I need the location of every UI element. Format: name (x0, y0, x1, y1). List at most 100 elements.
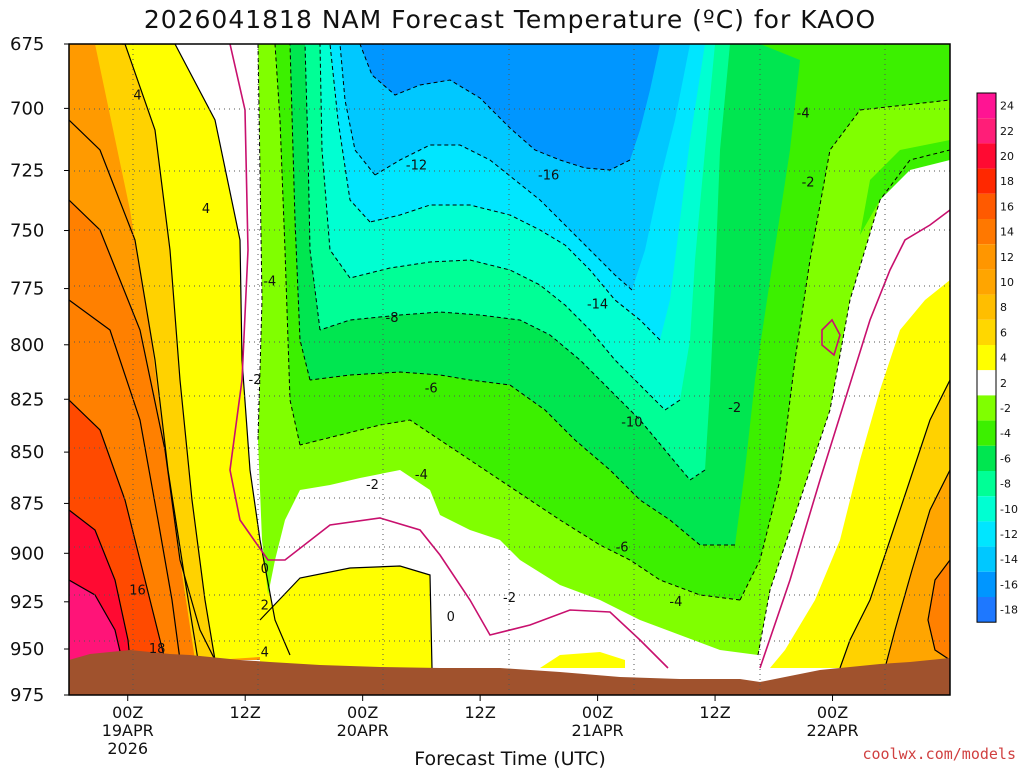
x-tick-label: 12Z (464, 703, 495, 722)
colorbar-label: 2 (1000, 377, 1007, 390)
colorbar-swatch (977, 597, 996, 623)
contour-label: 4 (261, 646, 269, 661)
colorbar-swatch (977, 319, 996, 345)
contour-labels: 4 4 -12 -16 -4 -8 -14 -2 -6 -10 -2 -4 -2 -2 -4 0 -6 2 -2 0 -… (129, 89, 814, 661)
colorbar-label: 22 (1000, 125, 1014, 138)
plot-frame (68, 43, 951, 696)
y-tick-label: 775 (10, 279, 44, 300)
credit-text: coolwx.com/models (862, 745, 1016, 763)
colorbar-label: -14 (1000, 553, 1018, 566)
colorbar-swatch (977, 521, 996, 547)
colorbar-label: -2 (1000, 402, 1011, 415)
colorbar-label: 8 (1000, 301, 1007, 314)
y-tick-label: 675 (10, 34, 44, 55)
colorbar-label: -10 (1000, 503, 1018, 516)
x-tick-label: 19APR (102, 721, 154, 740)
chart-title: 2026041818 NAM Forecast Temperature (ºC)… (144, 5, 876, 34)
contour-label: -14 (587, 297, 608, 312)
contour-label: -2 (249, 373, 262, 388)
colorbar-swatch (977, 395, 996, 421)
contour-label: 2 (261, 599, 269, 614)
y-tick-label: 900 (10, 543, 44, 564)
y-axis: 675 700 725 750 775 800 825 850 875 900 925 950 975 (10, 34, 69, 706)
colorbar-label: 6 (1000, 326, 1007, 339)
contour-label: 4 (133, 89, 141, 104)
y-tick-label: 875 (10, 493, 44, 514)
colorbar-label: 4 (1000, 352, 1007, 365)
colorbar-swatch (977, 445, 996, 471)
x-tick-label: 2026 (107, 739, 148, 758)
band-warm-24c (69, 580, 122, 660)
contour-label: -4 (797, 106, 810, 121)
grid-lines (69, 44, 950, 695)
colorbar-swatch (977, 471, 996, 497)
contour-label: -2 (366, 478, 379, 493)
colorbar-label: 20 (1000, 150, 1014, 163)
colorbar: 24 22 20 18 16 14 12 10 8 6 4 2 -2 -4 -6 -8 -10 -12 -14 -16… (976, 92, 1018, 623)
colorbar-frame (976, 92, 997, 623)
contour-label: 0 (261, 562, 269, 577)
contour-label: -2 (728, 401, 741, 416)
y-tick-label: 750 (10, 221, 44, 242)
colorbar-label: 14 (1000, 226, 1014, 239)
contour-label: -10 (621, 416, 642, 431)
colorbar-swatch (977, 420, 996, 446)
contour-label: -12 (406, 159, 427, 174)
y-tick-label: 825 (10, 389, 44, 410)
band-red-right (928, 560, 950, 660)
y-tick-label: 800 (10, 335, 44, 356)
colorbar-label: 10 (1000, 276, 1014, 289)
x-tick-label: 12Z (699, 703, 730, 722)
x-tick-label: 21APR (572, 721, 624, 740)
contour-label: -4 (669, 595, 682, 610)
colorbar-label: -8 (1000, 478, 1011, 491)
colorbar-label: -16 (1000, 578, 1018, 591)
colorbar-swatch (977, 546, 996, 572)
colorbar-swatch (977, 193, 996, 219)
plot-area: 4 4 -12 -16 -4 -8 -14 -2 -6 -10 -2 -4 -2 -2 -4 0 -6 2 -2 0 -… (69, 44, 950, 695)
contour-label: -6 (425, 381, 438, 396)
contour-label: -2 (802, 176, 815, 191)
band-yellow-low (260, 566, 432, 668)
y-tick-label: 925 (10, 592, 44, 613)
colorbar-label: 18 (1000, 175, 1014, 188)
x-tick-label: 20APR (337, 721, 389, 740)
contour-label: -8 (386, 311, 399, 326)
contour-label: -4 (263, 275, 276, 290)
colorbar-label: 24 (1000, 100, 1014, 113)
terrain-ground (69, 650, 950, 695)
y-tick-label: 700 (10, 98, 44, 119)
colorbar-label: -12 (1000, 528, 1018, 541)
colorbar-label: 16 (1000, 200, 1014, 213)
x-tick-label: 00Z (817, 703, 848, 722)
colorbar-swatch (977, 219, 996, 245)
contour-label: -6 (616, 540, 629, 555)
colorbar-swatch (977, 93, 996, 119)
contour-label: -4 (415, 468, 428, 483)
contour-label: 18 (149, 642, 166, 657)
colorbar-label: 12 (1000, 251, 1014, 264)
colorbar-swatch (977, 244, 996, 270)
contour-label: -2 (503, 591, 516, 606)
y-tick-label: 950 (10, 639, 44, 660)
colorbar-swatch (977, 345, 996, 371)
x-axis-label: Forecast Time (UTC) (414, 748, 605, 768)
x-tick-label: 22APR (806, 721, 858, 740)
colorbar-label: -6 (1000, 452, 1011, 465)
band-green-right (860, 140, 950, 235)
x-tick-label: 12Z (230, 703, 261, 722)
y-tick-label: 850 (10, 442, 44, 463)
contour-label: 16 (129, 583, 146, 598)
colorbar-swatch (977, 118, 996, 144)
x-tick-label: 00Z (112, 703, 143, 722)
band-blue-16c (360, 44, 660, 170)
band-orange-4c (95, 44, 215, 660)
contour-label: 0 (447, 610, 455, 625)
colorbar-swatch (977, 294, 996, 320)
y-tick-label: 975 (10, 685, 44, 706)
colorbar-swatch (977, 496, 996, 522)
colorbar-swatch (977, 143, 996, 169)
x-tick-label: 00Z (582, 703, 613, 722)
